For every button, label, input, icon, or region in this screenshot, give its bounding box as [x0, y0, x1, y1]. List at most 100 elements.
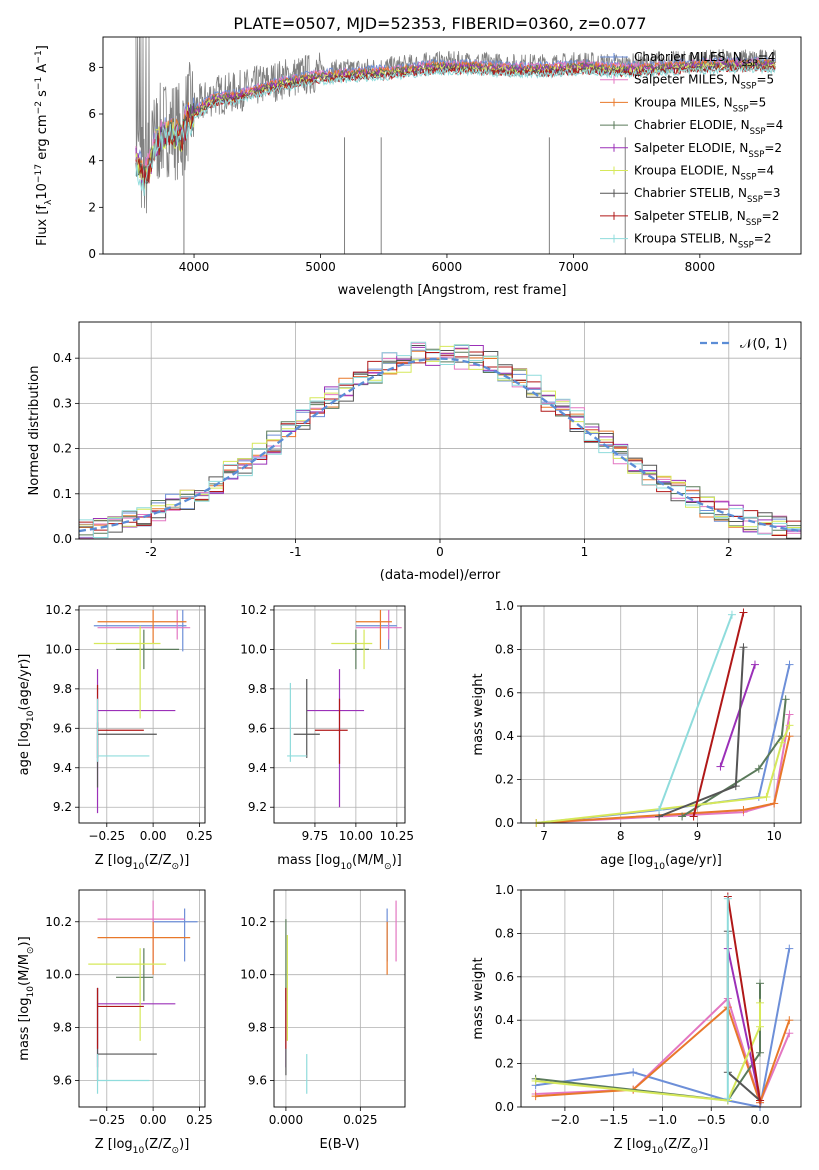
y-axis-label-part: (M/M	[17, 954, 32, 986]
legend-label-tail: =2	[754, 232, 772, 246]
legend-label-sub: SSP	[742, 59, 758, 69]
y-tick-label: 9.2	[53, 800, 72, 814]
error-bars	[88, 900, 198, 1094]
x-tick-label: 0.00	[140, 829, 167, 843]
x-tick-label: -2	[145, 545, 157, 559]
y-axis-label: mass weight	[471, 957, 486, 1039]
x-tick-label: −0.5	[697, 1113, 726, 1127]
legend-label-sub: SSP	[746, 218, 762, 228]
y-tick-label: 0.2	[53, 442, 72, 456]
y-tick-label: 10.2	[45, 915, 72, 929]
histogram-axes: -2 -1 0 1 2 0.0 0.1 0.2 0.3 0.4 𝒩(0, 1) (data-model…	[27, 321, 802, 583]
y-axis-label-part: Flux [f	[35, 205, 50, 246]
error-bars	[287, 609, 402, 808]
y-tick-label: 10.0	[45, 968, 72, 982]
y-tick-label: 9.8	[53, 682, 72, 696]
legend-label-sub: SSP	[747, 195, 763, 205]
x-tick-label: 7	[540, 829, 548, 843]
y-axis-label-part: λ	[44, 199, 54, 205]
y-axis-label-part: age [log	[17, 722, 32, 775]
x-axis-label-part: 10	[133, 1146, 145, 1156]
x-axis-label-part: Z [log	[95, 1137, 133, 1152]
x-axis-label: mass [log10(M/M⊙)]	[277, 853, 401, 872]
y-tick-label: 9.4	[53, 761, 72, 775]
y-tick-label: 0.8	[495, 926, 514, 940]
weight-line	[536, 735, 791, 824]
x-tick-label: 0.00	[140, 1113, 167, 1127]
y-tick-label: 0.4	[495, 729, 514, 743]
y-axis-label-part: (age/yr)]	[17, 654, 32, 711]
y-axis-label-part: ⊙	[26, 946, 36, 954]
y-tick-label: 9.6	[248, 1074, 267, 1088]
legend-label-sub: SSP	[750, 127, 766, 137]
x-tick-label: 8000	[685, 260, 716, 274]
weight_Z-axes: −2.0 −1.5 −1.0 −0.5 0.0 0.0 0.2 0.4 0.6 0.8 1.0 Z […	[471, 883, 802, 1156]
plot-frame	[78, 321, 802, 540]
y-tick-label: 9.6	[248, 721, 267, 735]
x-tick-label: 2	[725, 545, 733, 559]
plot-frame	[102, 36, 802, 255]
x-tick-label: 9.75	[302, 829, 329, 843]
plot-frame	[78, 889, 206, 1108]
x-tick-label: 0	[436, 545, 444, 559]
legend-label-sub: SSP	[738, 241, 754, 251]
legend-label-sub: SSP	[748, 150, 764, 160]
gaussian-curve	[79, 357, 801, 533]
x-tick-label: 0.025	[343, 1113, 377, 1127]
y-tick-label: 1.0	[495, 883, 514, 897]
x-tick-label: 5000	[305, 260, 336, 274]
histograms	[79, 341, 801, 539]
weight-line	[726, 896, 761, 1101]
y-axis-label: age [log10(age/yr)]	[17, 654, 36, 776]
x-axis-label-part: Z [log	[95, 853, 133, 868]
y-tick-label: 0.0	[495, 1100, 514, 1114]
age_mass-axes: 9.75 10.00 10.25 9.2 9.4 9.6 9.8 10.0 10.2 mass […	[240, 603, 414, 872]
legend-label-sub: SSP	[741, 82, 757, 92]
y-tick-label: 10.0	[240, 968, 267, 982]
y-tick-label: 9.2	[248, 800, 267, 814]
legend-label: Chabrier ELODIE, NSSP=4	[634, 118, 783, 137]
legend-label: Chabrier STELIB, NSSP=3	[634, 186, 781, 205]
x-axis-label-part: mass [log	[277, 853, 340, 868]
histogram-steps	[79, 341, 801, 538]
legend-label: Chabrier MILES, NSSP=4	[634, 50, 775, 69]
y-tick-label: 6	[88, 107, 96, 121]
x-tick-label: −2.0	[550, 1113, 579, 1127]
mass_Z-axes: −0.25 0.00 0.259.69.810.010.2Z [log10(Z/Z⊙…	[17, 889, 213, 1156]
y-tick-label: 0.4	[53, 351, 72, 365]
weight-lines	[531, 892, 794, 1111]
x-tick-label: 10.25	[380, 829, 414, 843]
legend-label: Salpeter STELIB, NSSP=2	[634, 209, 779, 228]
y-tick-label: 2	[88, 200, 96, 214]
y-axis-label-part: ]	[35, 45, 50, 50]
weight-line	[536, 724, 791, 824]
y-axis-label-part: 10	[35, 183, 50, 200]
x-axis-label-part: (Z/Z	[144, 1137, 171, 1152]
x-axis-label: wavelength [Angstrom, rest frame]	[338, 283, 567, 298]
y-tick-label: 9.8	[248, 682, 267, 696]
y-axis-label-part: mass [log	[17, 998, 32, 1061]
x-axis-label: age [log10(age/yr)]	[600, 853, 722, 872]
x-axis-label-part: 10	[652, 1146, 664, 1156]
y-tick-label: 1.0	[495, 599, 514, 613]
y-axis-label-part: erg cm	[35, 114, 50, 163]
y-axis-label-part: 10	[26, 986, 36, 998]
y-tick-label: 0.3	[53, 396, 72, 410]
legend-label-name: Salpeter STELIB, N	[634, 209, 746, 223]
y-tick-label: 0.2	[495, 1057, 514, 1071]
age_Z-axes: −0.25 0.00 0.259.29.49.69.810.010.2Z [log1…	[17, 603, 213, 872]
x-tick-label: 4000	[179, 260, 210, 274]
x-axis-label: E(B-V)	[319, 1137, 359, 1152]
mass_EBV-axes: 0.000 0.025 9.6 9.8 10.0 10.2 E(B-V)	[240, 889, 406, 1152]
y-axis-label: Flux [fλ10−17 erg cm−2 s−1 A−1]	[34, 45, 54, 246]
legend-label-tail: =3	[763, 186, 781, 200]
plot-frame	[520, 889, 802, 1108]
legend-label: Salpeter MILES, NSSP=5	[634, 73, 774, 92]
plot-frame	[520, 605, 802, 824]
x-axis-label-part: ⊙	[172, 862, 180, 872]
legend-label-tail: =5	[756, 73, 774, 87]
x-axis-label-part: E(B-V)	[319, 1137, 359, 1152]
x-axis-label-part: 10	[653, 862, 665, 872]
error-bars	[285, 900, 397, 1094]
